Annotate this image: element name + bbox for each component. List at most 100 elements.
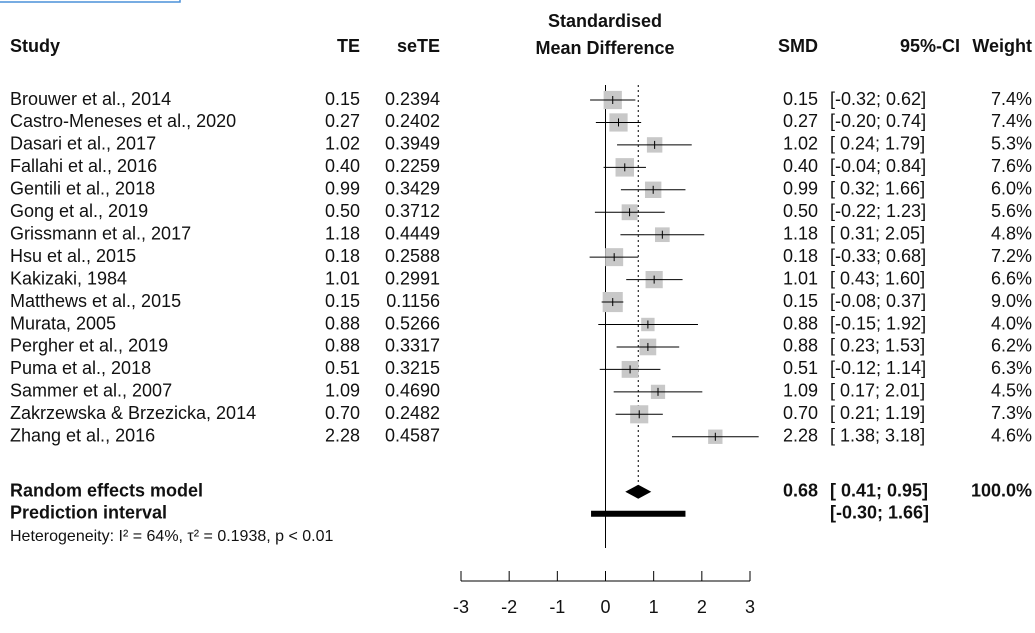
x-tick-label: -1	[549, 597, 565, 617]
ci: [-0.22; 1.23]	[830, 201, 926, 221]
column-header: Study	[10, 36, 60, 56]
ci: [ 0.23; 1.53]	[830, 336, 925, 356]
smd: 0.27	[783, 111, 818, 131]
frame-edge	[0, 0, 181, 3]
se: 0.1156	[386, 291, 440, 311]
se: 0.5266	[385, 313, 440, 333]
x-tick-label: 1	[649, 597, 659, 617]
se: 0.2588	[385, 246, 440, 266]
smd: 1.18	[783, 223, 818, 243]
te: 0.18	[325, 246, 360, 266]
study-name: Castro-Meneses et al., 2020	[10, 111, 236, 131]
se: 0.2482	[385, 403, 440, 423]
te: 1.01	[325, 268, 360, 288]
ci: [ 0.43; 1.60]	[830, 268, 925, 288]
smd: 0.15	[783, 89, 818, 109]
smd: 0.88	[783, 336, 818, 356]
heterogeneity: Heterogeneity: I² = 64%, τ² = 0.1938, p …	[10, 528, 334, 545]
te: 0.50	[325, 201, 360, 221]
smd: 0.99	[783, 179, 818, 199]
chart-title: Standardised Mean Difference	[535, 11, 675, 58]
study-name: Murata, 2005	[10, 313, 116, 333]
prediction-bar	[591, 510, 686, 517]
weight: 9.0%	[991, 291, 1032, 311]
study-name: Hsu et al., 2015	[10, 246, 136, 266]
summary-smd: 0.68	[783, 481, 818, 501]
ci: [ 0.17; 2.01]	[830, 381, 925, 401]
te: 1.02	[325, 134, 360, 154]
study-name: Gentili et al., 2018	[10, 179, 155, 199]
summary-diamond	[625, 484, 652, 499]
se: 0.2394	[385, 89, 440, 109]
smd: 0.50	[783, 201, 818, 221]
weight: 7.6%	[991, 156, 1032, 176]
x-tick-label: -2	[501, 597, 517, 617]
smd: 0.51	[783, 358, 818, 378]
x-tick-label: 2	[697, 597, 707, 617]
te: 0.15	[325, 89, 360, 109]
study-name: Grissmann et al., 2017	[10, 223, 191, 243]
study-name: Pergher et al., 2019	[10, 336, 168, 356]
se: 0.4449	[385, 223, 440, 243]
te: 0.70	[325, 403, 360, 423]
te: 1.18	[325, 223, 360, 243]
ci: [-0.04; 0.84]	[830, 156, 926, 176]
weight: 4.6%	[991, 426, 1032, 446]
study-name: Dasari et al., 2017	[10, 134, 156, 154]
ci: [-0.15; 1.92]	[830, 313, 926, 333]
study-name: Brouwer et al., 2014	[10, 89, 171, 109]
smd: 2.28	[783, 426, 818, 446]
weight: 5.3%	[991, 134, 1032, 154]
summary-weight: 100.0%	[971, 481, 1032, 501]
se: 0.3215	[385, 358, 440, 378]
weight: 5.6%	[991, 201, 1032, 221]
te: 0.88	[325, 313, 360, 333]
column-header: TE	[337, 36, 360, 56]
study-name: Zhang et al., 2016	[10, 426, 155, 446]
x-tick-label: 0	[600, 597, 610, 617]
te: 0.40	[325, 156, 360, 176]
study-name: Gong et al., 2019	[10, 201, 148, 221]
ci: [-0.33; 0.68]	[830, 246, 926, 266]
smd: 0.88	[783, 313, 818, 333]
se: 0.3429	[385, 179, 440, 199]
smd: 0.70	[783, 403, 818, 423]
se: 0.2259	[385, 156, 440, 176]
study-name: Zakrzewska & Brzezicka, 2014	[10, 403, 256, 423]
ci: [-0.20; 0.74]	[830, 111, 926, 131]
se: 0.3712	[385, 201, 440, 221]
se: 0.3317	[385, 336, 440, 356]
study-name: Matthews et al., 2015	[10, 291, 181, 311]
ci: [ 1.38; 3.18]	[830, 426, 925, 446]
smd: 0.40	[783, 156, 818, 176]
weight: 7.3%	[991, 403, 1032, 423]
weight: 7.4%	[991, 89, 1032, 109]
smd: 0.15	[783, 291, 818, 311]
se: 0.4587	[385, 426, 440, 446]
ci: [-0.12; 1.14]	[830, 358, 926, 378]
ci: [ 0.32; 1.66]	[830, 179, 925, 199]
column-header: Weight	[972, 36, 1032, 56]
prediction-label: Prediction interval	[10, 503, 167, 523]
se: 0.2402	[385, 111, 440, 131]
weight: 7.2%	[991, 246, 1032, 266]
column-header: 95%-CI	[900, 36, 960, 56]
ci: [ 0.21; 1.19]	[830, 403, 925, 423]
te: 0.99	[325, 179, 360, 199]
te: 0.27	[325, 111, 360, 131]
se: 0.2991	[385, 268, 440, 288]
study-name: Fallahi et al., 2016	[10, 156, 157, 176]
weight: 6.0%	[991, 179, 1032, 199]
study-name: Puma et al., 2018	[10, 358, 151, 378]
se: 0.4690	[385, 381, 440, 401]
weight: 6.6%	[991, 268, 1032, 288]
study-name: Sammer et al., 2007	[10, 381, 172, 401]
weight: 7.4%	[991, 111, 1032, 131]
summary-ci: [ 0.41; 0.95]	[830, 481, 928, 501]
weight: 4.8%	[991, 223, 1032, 243]
te: 0.88	[325, 336, 360, 356]
smd: 1.02	[783, 134, 818, 154]
study-name: Kakizaki, 1984	[10, 268, 127, 288]
prediction-ci: [-0.30; 1.66]	[830, 503, 929, 523]
